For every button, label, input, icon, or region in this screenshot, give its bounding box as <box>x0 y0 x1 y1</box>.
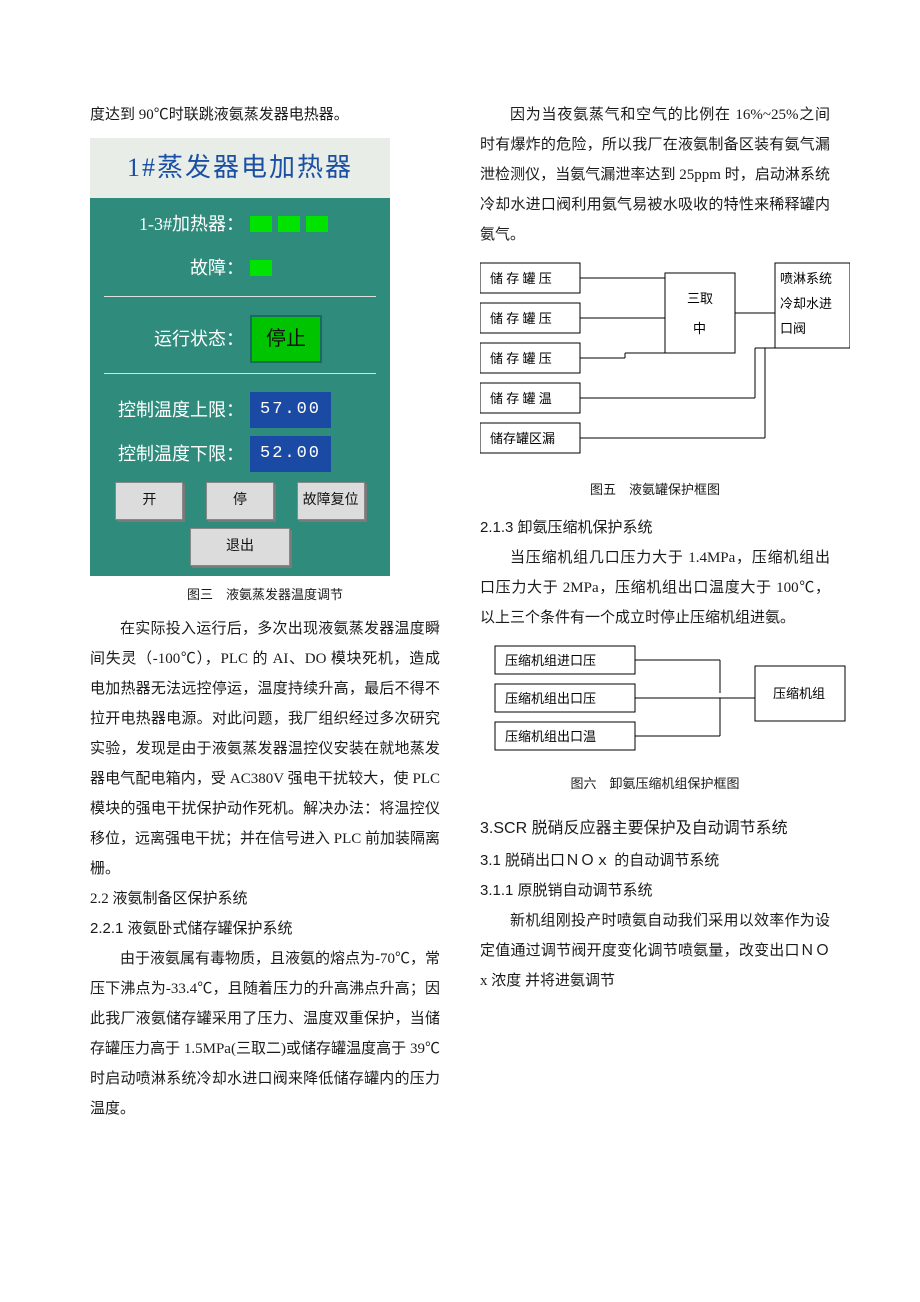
para-right-2: 新机组刚投产时喷氨自动我们采用以效率作为设定值通过调节阀开度变化调节喷氨量，改变… <box>480 906 830 996</box>
lamp-icon <box>278 216 300 232</box>
diag5-in-0: 储 存 罐 压 <box>490 271 552 286</box>
svg-text:冷却水进: 冷却水进 <box>780 296 832 311</box>
svg-text:三取: 三取 <box>687 291 713 306</box>
diag5-in-2: 储 存 罐 压 <box>490 351 552 366</box>
open-button[interactable]: 开 <box>115 482 183 520</box>
diag5-in-4: 储存罐区漏 <box>490 431 555 446</box>
hmi-separator <box>104 373 376 374</box>
hmi-button-row: 开 停 故障复位 <box>90 472 390 520</box>
para-intro: 度达到 90℃时联跳液氨蒸发器电热器。 <box>90 100 440 130</box>
figure6-diagram: 压缩机组进口压 压缩机组出口压 压缩机组出口温 压缩机组 <box>480 641 850 761</box>
hmi-title: 1#蒸发器电加热器 <box>90 138 390 198</box>
page: 度达到 90℃时联跳液氨蒸发器电热器。 1#蒸发器电加热器 1-3#加热器： 故… <box>0 0 920 1184</box>
para-right-1: 当压缩机组几口压力大于 1.4MPa，压缩机组出口压力大于 2MPa，压缩机组出… <box>480 543 830 633</box>
hmi-row-state: 运行状态： 停止 <box>90 307 390 363</box>
para-right-0: 因为当夜氨蒸气和空气的比例在 16%~25%之间时有爆炸的危险，所以我厂在液氨制… <box>480 100 830 250</box>
diag6-in-0: 压缩机组进口压 <box>505 653 596 668</box>
heading-3: 3.SCR 脱硝反应器主要保护及自动调节系统 <box>480 811 830 846</box>
heading-3-1-1: 3.1.1 原脱销自动调节系统 <box>480 876 830 906</box>
value-temp-hi[interactable]: 57.00 <box>250 392 331 428</box>
left-column: 度达到 90℃时联跳液氨蒸发器电热器。 1#蒸发器电加热器 1-3#加热器： 故… <box>90 100 440 1124</box>
label-heaters: 1-3#加热器： <box>90 206 250 242</box>
hmi-row-fault: 故障： <box>90 242 390 286</box>
figure3-caption: 图三 液氨蒸发器温度调节 <box>90 582 440 608</box>
value-temp-lo[interactable]: 52.00 <box>250 436 331 472</box>
heading-3-1: 3.1 脱硝出口ＮＯｘ 的自动调节系统 <box>480 846 830 876</box>
diag6-out: 压缩机组 <box>773 686 825 701</box>
label-temp-hi: 控制温度上限： <box>90 392 250 428</box>
diag6-in-2: 压缩机组出口温 <box>505 729 596 744</box>
figure6-caption: 图六 卸氨压缩机组保护框图 <box>480 771 830 797</box>
label-temp-lo: 控制温度下限： <box>90 436 250 472</box>
diag5-in-3: 储 存 罐 温 <box>490 391 552 406</box>
lamp-icon <box>250 260 272 276</box>
svg-text:喷淋系统: 喷淋系统 <box>780 271 832 286</box>
hmi-separator <box>104 296 376 297</box>
label-fault: 故障： <box>90 250 250 286</box>
para-left-1: 在实际投入运行后，多次出现液氨蒸发器温度瞬间失灵（-100℃），PLC 的 AI… <box>90 614 440 884</box>
hmi-row-heaters: 1-3#加热器： <box>90 198 390 242</box>
hmi-row-hi: 控制温度上限： 57.00 <box>90 384 390 428</box>
heading-2-1-3: 2.1.3 卸氨压缩机保护系统 <box>480 513 830 543</box>
exit-button[interactable]: 退出 <box>190 528 290 566</box>
stop-button[interactable]: 停 <box>206 482 274 520</box>
svg-text:口阀: 口阀 <box>780 321 806 336</box>
state-indicator: 停止 <box>250 315 322 363</box>
fault-reset-button[interactable]: 故障复位 <box>297 482 365 520</box>
diag6-in-1: 压缩机组出口压 <box>505 691 596 706</box>
lamp-icon <box>306 216 328 232</box>
hmi-panel: 1#蒸发器电加热器 1-3#加热器： 故障： 运行状态： 停止 控制温度上限： … <box>90 138 390 576</box>
heading-2-2-1: 2.2.1 液氨卧式储存罐保护系统 <box>90 914 440 944</box>
right-column: 因为当夜氨蒸气和空气的比例在 16%~25%之间时有爆炸的危险，所以我厂在液氨制… <box>480 100 830 1124</box>
lamp-icon <box>250 216 272 232</box>
figure5-diagram: 储 存 罐 压 储 存 罐 压 储 存 罐 压 储 存 罐 温 储存罐区漏 三取… <box>480 258 850 473</box>
para-left-2: 由于液氨属有毒物质，且液氨的熔点为-70℃，常压下沸点为-33.4℃，且随着压力… <box>90 944 440 1124</box>
label-state: 运行状态： <box>90 321 250 357</box>
diag5-in-1: 储 存 罐 压 <box>490 311 552 326</box>
hmi-row-lo: 控制温度下限： 52.00 <box>90 428 390 472</box>
svg-text:中: 中 <box>693 321 706 336</box>
heading-2-2: 2.2 液氨制备区保护系统 <box>90 884 440 914</box>
figure5-caption: 图五 液氨罐保护框图 <box>480 477 830 503</box>
